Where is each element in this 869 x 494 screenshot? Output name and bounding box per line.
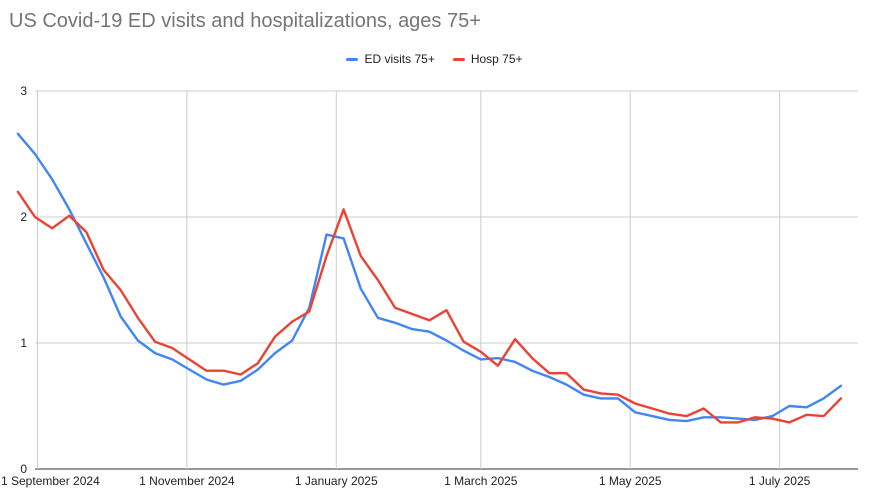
y-tick-label: 1 (20, 336, 27, 350)
series-lines (16, 132, 843, 424)
legend-item-hosp[interactable]: Hosp 75+ (452, 52, 523, 66)
x-tick-label: 1 July 2025 (749, 474, 811, 488)
legend-swatch-hosp (452, 57, 465, 61)
gridlines (35, 90, 858, 470)
series-line-ed-visits[interactable] (16, 132, 843, 423)
y-axis-ticks: 0 1 2 3 (20, 84, 27, 476)
legend-swatch-ed-visits (346, 57, 359, 61)
x-tick-label: 1 November 2024 (139, 474, 235, 488)
series-line-hosp[interactable] (16, 190, 843, 424)
x-tick-label: 1 January 2025 (295, 474, 378, 488)
y-tick-label: 0 (20, 462, 27, 476)
legend-label-ed-visits: ED visits 75+ (364, 52, 435, 66)
x-tick-label: 1 May 2025 (599, 474, 662, 488)
legend: ED visits 75+ Hosp 75+ (0, 52, 869, 66)
chart-title: US Covid-19 ED visits and hospitalizatio… (9, 10, 481, 32)
x-tick-label: 1 September 2024 (1, 474, 100, 488)
y-tick-label: 2 (20, 210, 27, 224)
x-tick-label: 1 March 2025 (444, 474, 518, 488)
x-axis-ticks: 1 September 2024 1 November 2024 1 January… (1, 474, 811, 488)
legend-item-ed-visits[interactable]: ED visits 75+ (346, 52, 435, 66)
y-tick-label: 3 (20, 84, 27, 98)
legend-label-hosp: Hosp 75+ (470, 52, 523, 66)
